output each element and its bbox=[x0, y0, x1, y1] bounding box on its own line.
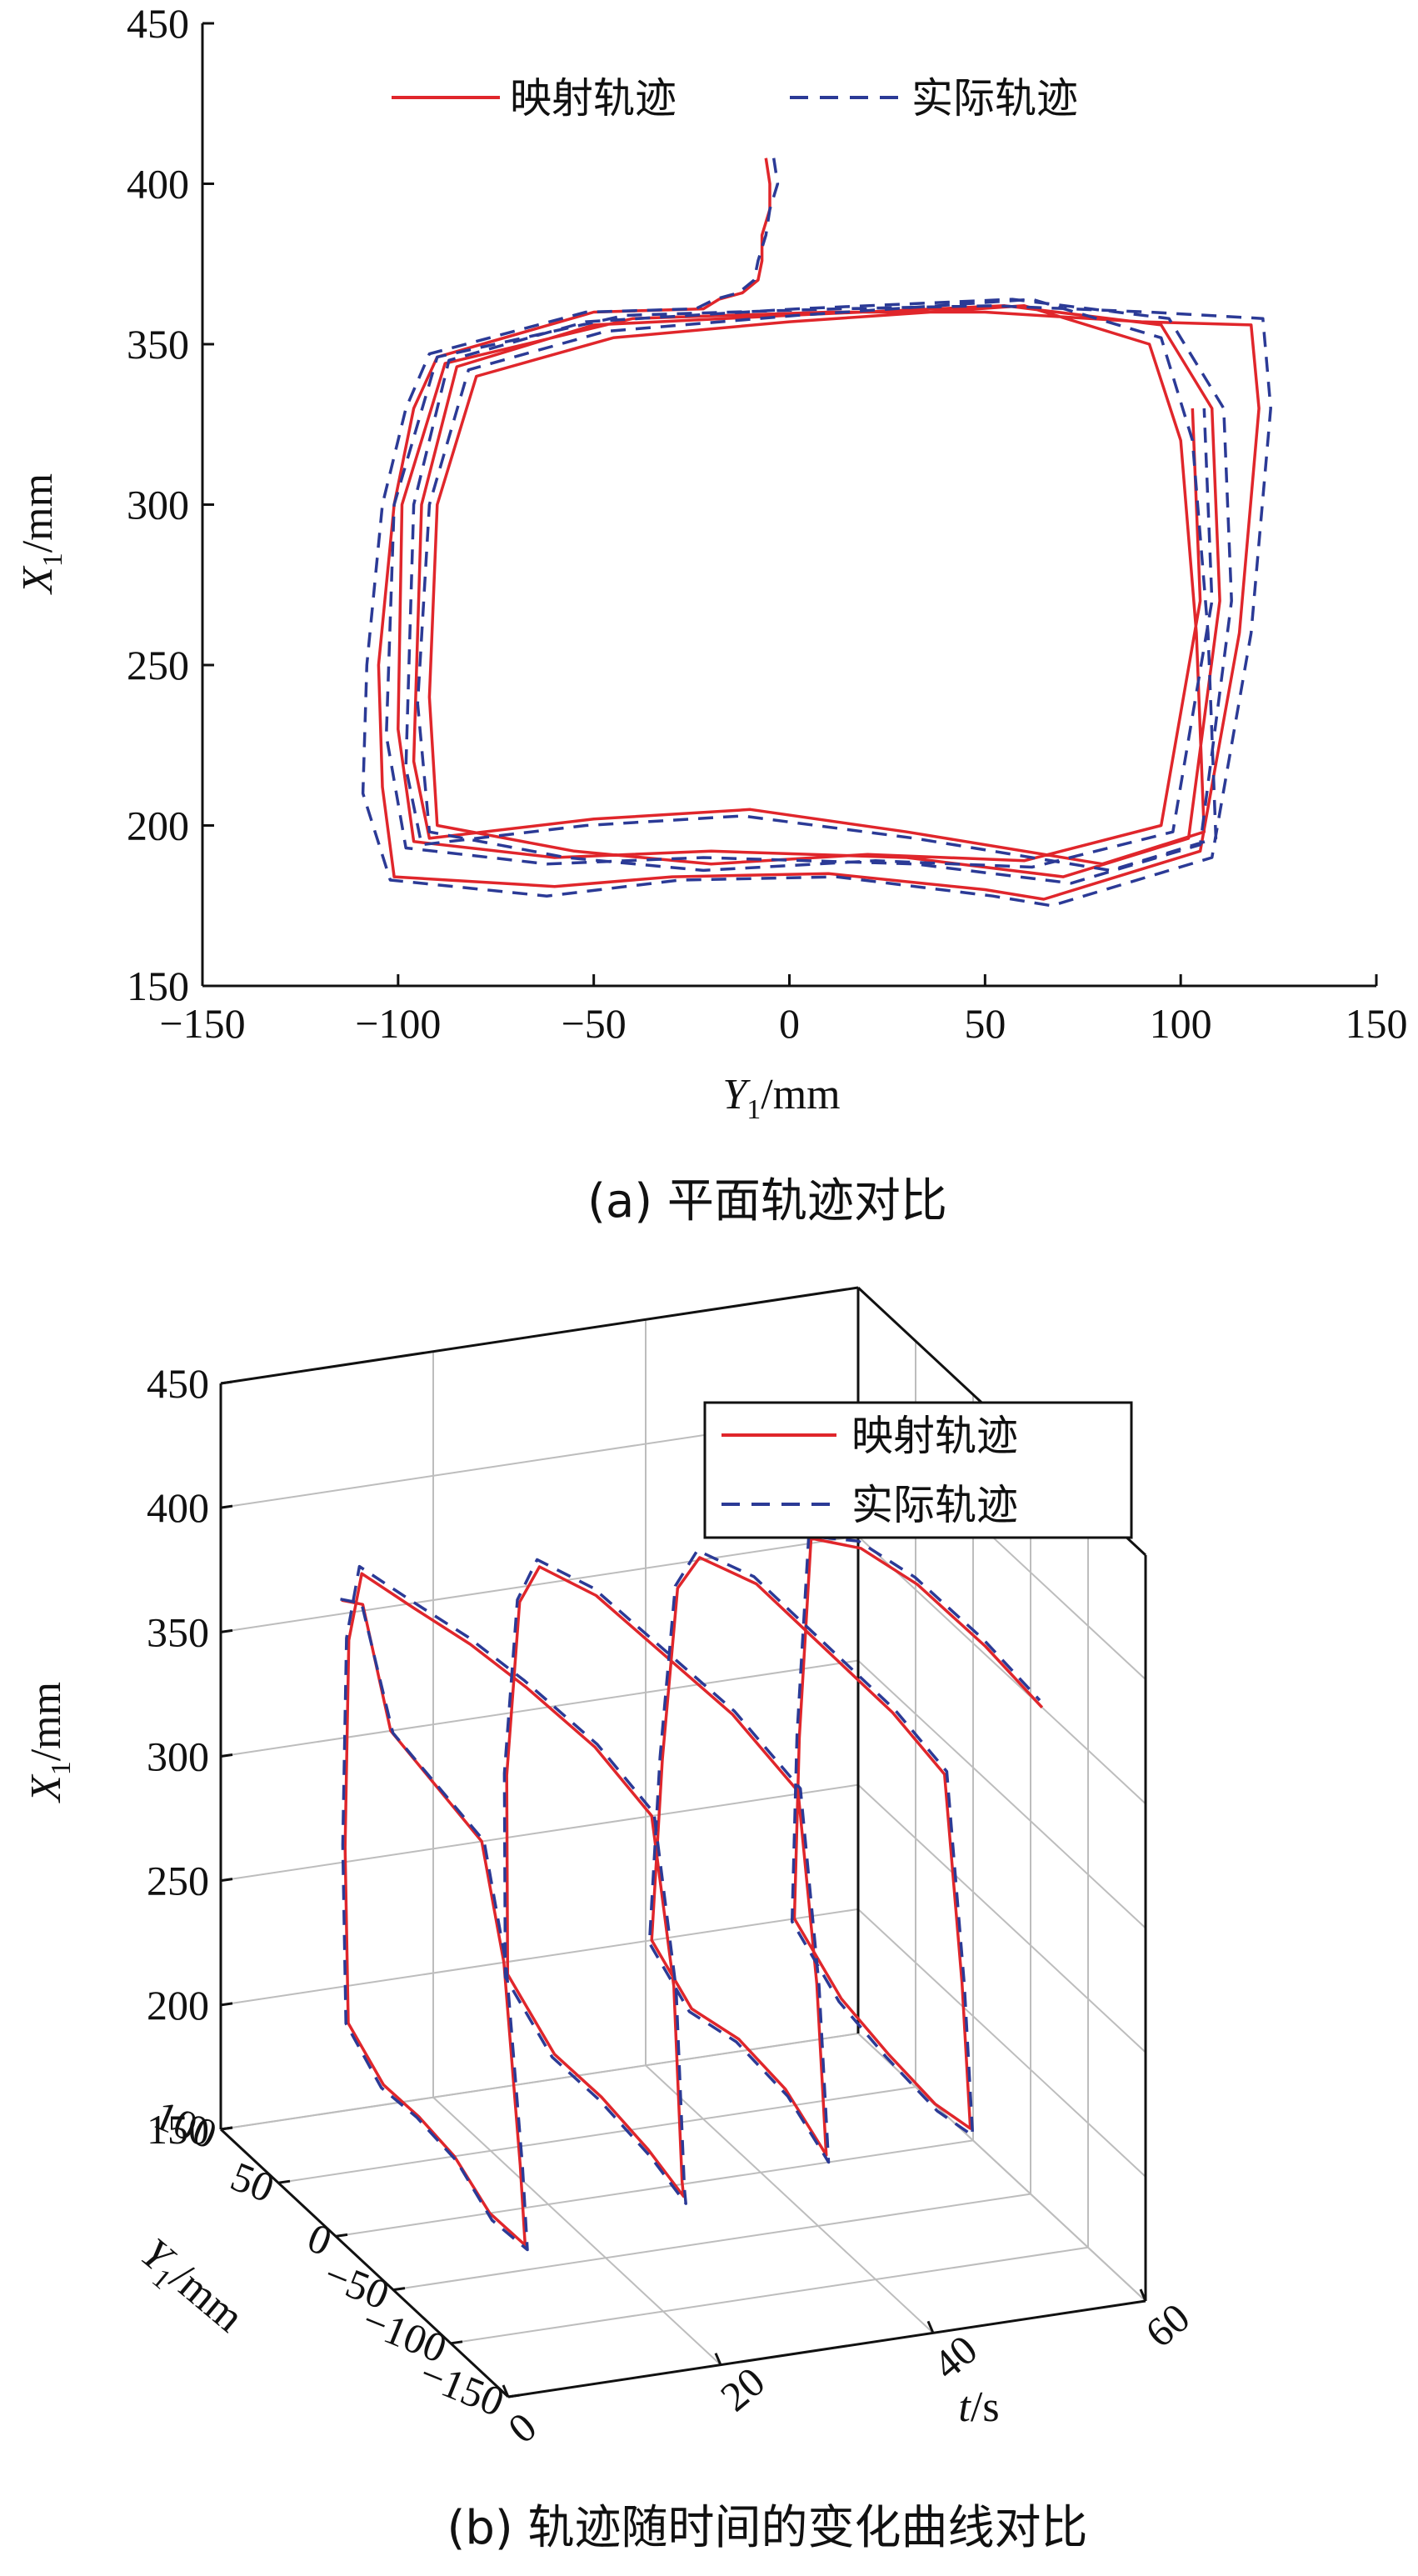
box-edge bbox=[507, 2299, 1146, 2398]
grid-line bbox=[220, 1908, 859, 2006]
box-edge bbox=[220, 1286, 859, 1385]
x-tick-label: 100 bbox=[1150, 1000, 1212, 1047]
z-tick-mark bbox=[220, 2002, 233, 2007]
grid-line bbox=[450, 2246, 1089, 2344]
t-tick-label: 20 bbox=[711, 2358, 773, 2420]
series-actual-line-a bbox=[361, 158, 1272, 908]
chart-b-ylabel: Y1/mm bbox=[127, 2229, 252, 2347]
grid-line bbox=[220, 2033, 859, 2130]
t-tick-mark bbox=[714, 2353, 722, 2366]
chart-a-ylabel: X1/mm bbox=[14, 473, 68, 595]
grid-line bbox=[277, 2086, 916, 2184]
chart-a-series-group bbox=[361, 158, 1272, 908]
chart-a-legend: 映射轨迹 实际轨迹 bbox=[392, 74, 1078, 123]
x-tick-label: 50 bbox=[964, 1000, 1006, 1047]
y-tick-mark bbox=[450, 2340, 463, 2345]
grid-line bbox=[857, 1783, 1146, 2053]
legend-b-box bbox=[703, 1401, 1133, 1539]
legend-b-mapped-label: 映射轨迹 bbox=[851, 1412, 1018, 1460]
box-edge bbox=[219, 2128, 510, 2398]
z-tick-label: 250 bbox=[147, 1858, 209, 1904]
y-tick-mark bbox=[507, 2393, 521, 2398]
legend-a-actual-label: 实际轨迹 bbox=[911, 74, 1078, 123]
t-tick-label: 0 bbox=[499, 2403, 545, 2452]
y-tick-label: 350 bbox=[127, 321, 189, 368]
chart-a: −150 −100 −50 0 50 100 150 150 200 250 300 350 400 45… bbox=[14, 0, 1408, 1228]
y-tick-label: 300 bbox=[127, 482, 189, 528]
y-tick-mark bbox=[335, 2233, 348, 2238]
z-tick-mark bbox=[220, 1504, 233, 1509]
t-tick-mark bbox=[926, 2320, 935, 2333]
chart-b-legend: 映射轨迹 实际轨迹 bbox=[703, 1401, 1133, 1539]
t-tick-mark bbox=[502, 2384, 510, 2398]
legend-b-actual-label: 实际轨迹 bbox=[851, 1481, 1018, 1529]
grid-line bbox=[220, 1659, 859, 1758]
grid-line bbox=[392, 2193, 1031, 2291]
chart-a-xlabel: Y1/mm bbox=[722, 1071, 840, 1125]
z-tick-mark bbox=[220, 1753, 233, 1758]
y-tick-mark bbox=[220, 2126, 233, 2131]
grid-line bbox=[857, 1535, 1146, 1805]
z-tick-label: 450 bbox=[147, 1360, 209, 1407]
z-tick-label: 200 bbox=[147, 1982, 209, 2028]
x-tick-label: −150 bbox=[159, 1000, 245, 1047]
t-tick-mark bbox=[1139, 2288, 1147, 2302]
x-tick-label: 150 bbox=[1346, 1000, 1408, 1047]
y-tick-label: 400 bbox=[127, 161, 189, 208]
t-tick-label: 60 bbox=[1136, 2293, 1198, 2356]
chart-a-caption: (a) 平面轨迹对比 bbox=[587, 1174, 947, 1228]
grid-line bbox=[645, 2064, 934, 2334]
chart-b-caption: (b) 轨迹随时间的变化曲线对比 bbox=[447, 2501, 1087, 2555]
chart-b: 150200250300350400450100500−50−100−15002… bbox=[22, 1286, 1198, 2555]
z-tick-mark bbox=[220, 1628, 233, 1633]
legend-a-mapped-label: 映射轨迹 bbox=[510, 74, 677, 123]
chart-b-zlabel: X1/mm bbox=[22, 1682, 77, 1803]
grid-line bbox=[335, 2139, 974, 2238]
y-tick-label: 50 bbox=[225, 2153, 281, 2212]
chart-a-ticks: −150 −100 −50 0 50 100 150 150 200 250 300 350 400 45… bbox=[127, 0, 1408, 1047]
x-tick-label: −50 bbox=[562, 1000, 627, 1047]
z-tick-label: 300 bbox=[147, 1733, 209, 1780]
grid-line bbox=[220, 1535, 859, 1633]
chart-b-xlabel: t/s bbox=[958, 2383, 999, 2431]
z-tick-label: 150 bbox=[147, 2106, 209, 2153]
y-tick-label: 250 bbox=[127, 642, 189, 688]
x-tick-label: 0 bbox=[779, 1000, 800, 1047]
x-tick-label: −100 bbox=[355, 1000, 441, 1047]
z-tick-mark bbox=[220, 1380, 233, 1385]
t-tick-label: 40 bbox=[924, 2326, 986, 2388]
y-tick-label: −150 bbox=[413, 2350, 511, 2426]
y-tick-mark bbox=[392, 2287, 406, 2292]
grid-line bbox=[220, 1783, 859, 1882]
series-actual-line-b bbox=[340, 1534, 1041, 2252]
y-tick-label: 450 bbox=[127, 0, 189, 47]
chart-b-series-group bbox=[340, 1534, 1044, 2252]
series-mapped-line-b bbox=[341, 1537, 1044, 2247]
z-tick-label: 350 bbox=[147, 1608, 209, 1655]
y-tick-label: 200 bbox=[127, 803, 189, 849]
grid-line bbox=[857, 1908, 1146, 2178]
grid-line bbox=[432, 2096, 721, 2366]
grid-line bbox=[857, 1659, 1146, 1929]
z-tick-label: 400 bbox=[147, 1484, 209, 1531]
y-tick-label: 150 bbox=[127, 963, 189, 1009]
series-mapped-line-a bbox=[377, 158, 1261, 901]
z-tick-mark bbox=[220, 1878, 233, 1883]
y-tick-mark bbox=[277, 2179, 291, 2184]
